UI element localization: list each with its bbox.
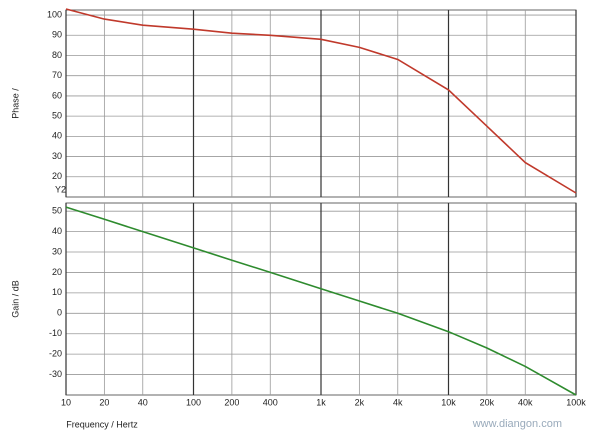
x-tick-label: 40: [138, 397, 148, 407]
x-tick-label: 10k: [441, 397, 456, 407]
y-tick-label: -10: [49, 328, 62, 338]
y-tick-label: 20: [52, 267, 62, 277]
y-tick-label: 30: [52, 151, 62, 161]
y-tick-label: 70: [52, 70, 62, 80]
data-line: [65, 8, 577, 194]
y-tick-label: 40: [52, 131, 62, 141]
y-tick-label: -30: [49, 369, 62, 379]
y-tick-label: 40: [52, 226, 62, 236]
y-tick-label: 60: [52, 90, 62, 100]
x-tick-label: 100: [186, 397, 201, 407]
y-axis-label: Phase /: [10, 88, 20, 119]
x-axis-label: Frequency / Hertz: [66, 419, 138, 429]
y-tick-label: 20: [52, 171, 62, 181]
y-tick-label: 0: [57, 308, 62, 318]
x-tick-label: 4k: [393, 397, 403, 407]
y-tick-label: 90: [52, 30, 62, 40]
x-tick-label: 10: [61, 397, 71, 407]
x-tick-label: 20: [99, 397, 109, 407]
annotation: Y2: [55, 184, 66, 194]
x-tick-label: 2k: [355, 397, 365, 407]
y-tick-label: 30: [52, 246, 62, 256]
data-line: [65, 206, 577, 396]
y-tick-label: -20: [49, 349, 62, 359]
y-axis-label: Gain / dB: [10, 280, 20, 318]
x-tick-label: 1k: [316, 397, 326, 407]
x-tick-label: 200: [224, 397, 239, 407]
x-tick-label: 20k: [480, 397, 495, 407]
y-tick-label: 100: [47, 9, 62, 19]
y-tick-label: 80: [52, 50, 62, 60]
x-tick-label: 100k: [566, 397, 586, 407]
y-tick-label: 50: [52, 111, 62, 121]
watermark: www.diangon.com: [472, 418, 562, 430]
x-tick-label: 40k: [518, 397, 533, 407]
y-tick-label: 10: [52, 287, 62, 297]
x-tick-label: 400: [263, 397, 278, 407]
y-tick-label: 50: [52, 206, 62, 216]
